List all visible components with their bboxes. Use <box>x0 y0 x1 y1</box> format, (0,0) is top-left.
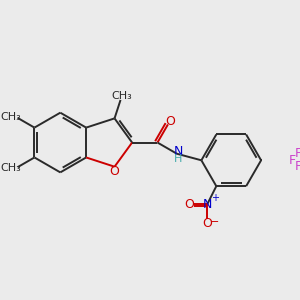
Text: CH₃: CH₃ <box>1 112 21 122</box>
Text: CH₃: CH₃ <box>112 91 132 101</box>
Text: N: N <box>174 145 183 158</box>
Text: N: N <box>203 198 212 211</box>
Text: F: F <box>288 154 296 167</box>
Text: +: + <box>211 193 219 202</box>
Text: F: F <box>295 147 300 160</box>
Text: H: H <box>174 154 182 164</box>
Text: CH₃: CH₃ <box>1 163 21 173</box>
Text: −: − <box>210 217 220 227</box>
Text: O: O <box>110 165 119 178</box>
Text: O: O <box>184 198 194 211</box>
Text: F: F <box>295 160 300 173</box>
Text: O: O <box>165 115 175 128</box>
Text: O: O <box>202 217 212 230</box>
